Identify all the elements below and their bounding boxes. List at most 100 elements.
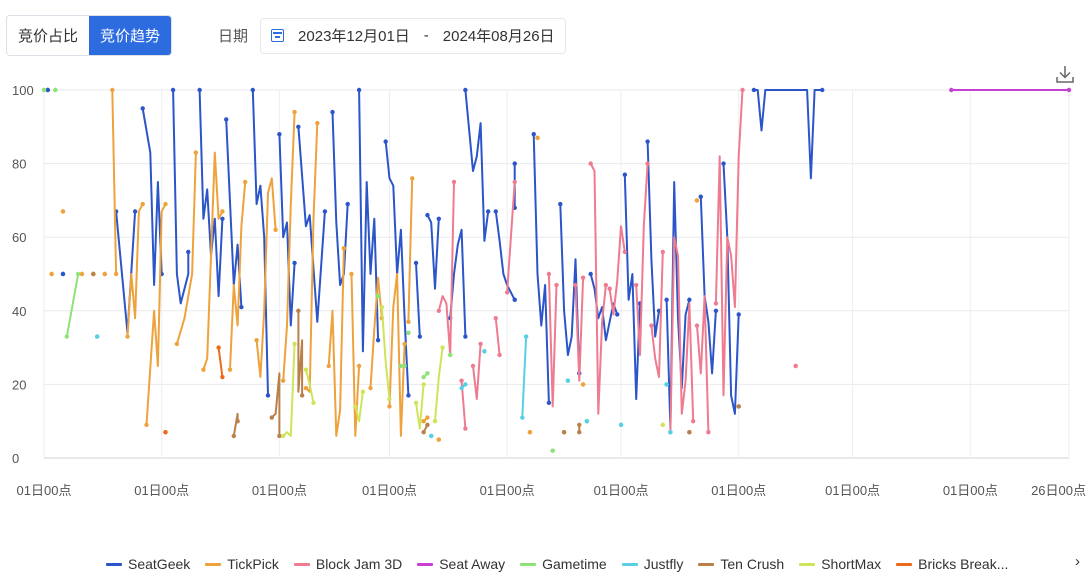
data-point[interactable]: [660, 422, 665, 428]
data-point[interactable]: [588, 271, 593, 277]
data-point[interactable]: [345, 201, 350, 207]
data-point[interactable]: [45, 87, 50, 93]
data-point[interactable]: [375, 293, 381, 299]
data-point[interactable]: [421, 419, 426, 424]
data-point[interactable]: [425, 212, 430, 218]
data-point[interactable]: [220, 216, 225, 221]
data-point[interactable]: [694, 323, 700, 328]
data-point[interactable]: [265, 393, 271, 398]
tab-bid-share[interactable]: 竞价占比: [7, 16, 90, 55]
data-point[interactable]: [577, 422, 582, 428]
data-point[interactable]: [387, 404, 392, 409]
data-point[interactable]: [299, 393, 305, 398]
data-point[interactable]: [49, 271, 54, 277]
data-point[interactable]: [315, 120, 320, 126]
data-point[interactable]: [326, 363, 331, 369]
data-point[interactable]: [584, 419, 590, 424]
data-point[interactable]: [125, 334, 130, 339]
data-point[interactable]: [406, 393, 411, 398]
data-point[interactable]: [664, 382, 669, 387]
data-point[interactable]: [622, 172, 628, 177]
data-point[interactable]: [440, 345, 445, 350]
data-point[interactable]: [406, 319, 411, 325]
data-point[interactable]: [512, 161, 517, 166]
legend-next-page-icon[interactable]: ›: [1075, 553, 1080, 570]
data-point[interactable]: [736, 404, 741, 409]
data-point[interactable]: [170, 87, 176, 93]
data-point[interactable]: [53, 87, 58, 93]
data-point[interactable]: [436, 437, 442, 442]
data-point[interactable]: [497, 352, 502, 358]
data-point[interactable]: [558, 201, 563, 207]
data-point[interactable]: [231, 433, 237, 439]
data-point[interactable]: [410, 176, 415, 181]
data-point[interactable]: [387, 396, 392, 402]
legend-item[interactable]: TickPick: [205, 556, 279, 572]
data-point[interactable]: [356, 87, 362, 93]
data-point[interactable]: [485, 209, 491, 214]
legend-item[interactable]: Justfly: [621, 556, 683, 572]
data-point[interactable]: [649, 323, 654, 328]
data-point[interactable]: [436, 216, 442, 221]
data-point[interactable]: [322, 209, 328, 214]
data-point[interactable]: [520, 415, 525, 420]
data-point[interactable]: [417, 334, 423, 339]
data-point[interactable]: [250, 87, 255, 93]
data-point[interactable]: [664, 297, 669, 302]
data-point[interactable]: [421, 430, 426, 435]
data-point[interactable]: [721, 161, 726, 166]
data-point[interactable]: [360, 389, 366, 394]
data-point[interactable]: [482, 349, 487, 354]
data-point[interactable]: [607, 286, 612, 291]
data-point[interactable]: [220, 374, 225, 380]
data-point[interactable]: [740, 87, 745, 93]
data-point[interactable]: [110, 87, 115, 93]
data-point[interactable]: [493, 315, 498, 321]
data-point[interactable]: [751, 87, 757, 93]
data-point[interactable]: [303, 367, 309, 372]
data-point[interactable]: [470, 363, 476, 369]
data-point[interactable]: [512, 297, 517, 302]
data-point[interactable]: [349, 271, 354, 277]
data-point[interactable]: [330, 109, 335, 115]
data-point[interactable]: [580, 382, 586, 387]
data-point[interactable]: [292, 260, 297, 266]
legend-item[interactable]: Bricks Break...: [896, 556, 1008, 572]
data-point[interactable]: [254, 338, 259, 343]
data-point[interactable]: [174, 341, 180, 347]
data-point[interactable]: [421, 382, 426, 387]
data-point[interactable]: [459, 378, 464, 383]
legend-item[interactable]: Block Jam 3D: [293, 556, 402, 572]
data-point[interactable]: [565, 378, 571, 383]
data-point[interactable]: [668, 430, 673, 435]
data-point[interactable]: [64, 334, 69, 339]
download-icon[interactable]: [1055, 64, 1075, 84]
data-point[interactable]: [546, 271, 552, 277]
data-point[interactable]: [239, 304, 244, 310]
data-point[interactable]: [216, 345, 221, 350]
data-point[interactable]: [448, 352, 453, 358]
data-point[interactable]: [193, 150, 199, 155]
data-point[interactable]: [113, 271, 119, 277]
data-point[interactable]: [280, 433, 286, 439]
data-point[interactable]: [163, 430, 168, 435]
data-point[interactable]: [375, 338, 381, 343]
data-point[interactable]: [459, 385, 464, 391]
data-point[interactable]: [60, 209, 66, 214]
data-point[interactable]: [227, 367, 233, 372]
data-point[interactable]: [694, 198, 700, 203]
data-point[interactable]: [224, 117, 229, 122]
data-point[interactable]: [463, 87, 468, 93]
data-point[interactable]: [451, 179, 457, 185]
data-point[interactable]: [504, 290, 510, 295]
data-point[interactable]: [425, 415, 430, 420]
data-point[interactable]: [580, 275, 586, 280]
data-point[interactable]: [523, 334, 529, 339]
data-point[interactable]: [690, 419, 696, 424]
data-point[interactable]: [280, 378, 286, 383]
data-point[interactable]: [949, 87, 954, 93]
data-point[interactable]: [402, 363, 407, 369]
data-point[interactable]: [269, 415, 274, 420]
data-point[interactable]: [550, 448, 555, 453]
data-point[interactable]: [527, 430, 533, 435]
